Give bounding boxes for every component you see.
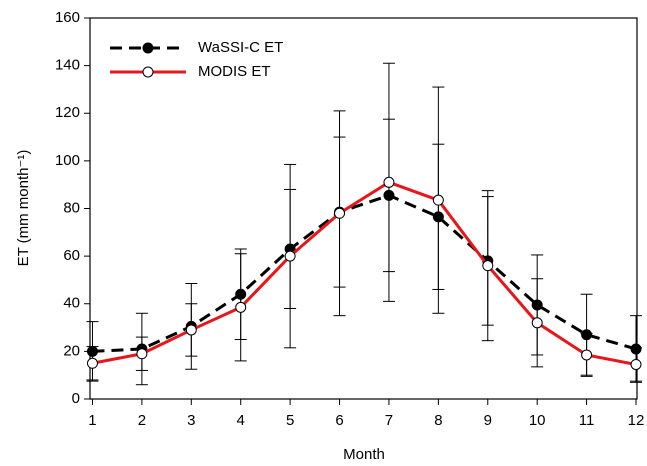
legend-marker <box>142 42 154 54</box>
x-tick-label: 4 <box>237 412 245 429</box>
data-point <box>383 176 395 188</box>
x-tick-label: 8 <box>434 412 442 429</box>
y-tick-label: 20 <box>63 342 80 359</box>
x-tick-label: 7 <box>385 412 393 429</box>
data-point <box>235 301 247 313</box>
x-tick-label: 1 <box>88 412 96 429</box>
y-tick-label: 100 <box>55 152 80 169</box>
plot-frame <box>89 17 638 400</box>
x-axis-label: Month <box>343 446 385 463</box>
data-point <box>334 207 346 219</box>
y-tick-label: 0 <box>72 390 80 407</box>
data-point <box>136 348 148 360</box>
x-tick-label: 9 <box>484 412 492 429</box>
x-tick-label: 3 <box>187 412 195 429</box>
legend-marker <box>142 66 154 78</box>
series-line <box>92 193 637 353</box>
data-point <box>185 324 197 336</box>
series-line <box>92 180 637 366</box>
y-axis-label: ET (mm month⁻¹) <box>15 150 32 267</box>
data-point <box>86 357 98 369</box>
data-point <box>581 349 593 361</box>
legend-label: MODIS ET <box>198 63 271 80</box>
y-tick-label: 140 <box>55 57 80 74</box>
y-tick-label: 160 <box>55 9 80 26</box>
legend-label: WaSSI-C ET <box>198 39 283 56</box>
y-tick-label: 40 <box>63 295 80 312</box>
y-tick-label: 60 <box>63 247 80 264</box>
data-point <box>432 194 444 206</box>
x-tick-label: 5 <box>286 412 294 429</box>
data-point <box>630 358 642 370</box>
data-point <box>531 317 543 329</box>
y-tick-label: 80 <box>63 199 80 216</box>
x-tick-label: 11 <box>579 412 595 429</box>
y-tick-label: 120 <box>55 104 80 121</box>
x-tick-label: 6 <box>335 412 343 429</box>
x-tick-label: 12 <box>628 412 645 429</box>
data-point <box>482 260 494 272</box>
x-tick-label: 2 <box>138 412 146 429</box>
x-tick-label: 10 <box>529 412 546 429</box>
data-point <box>284 250 296 262</box>
